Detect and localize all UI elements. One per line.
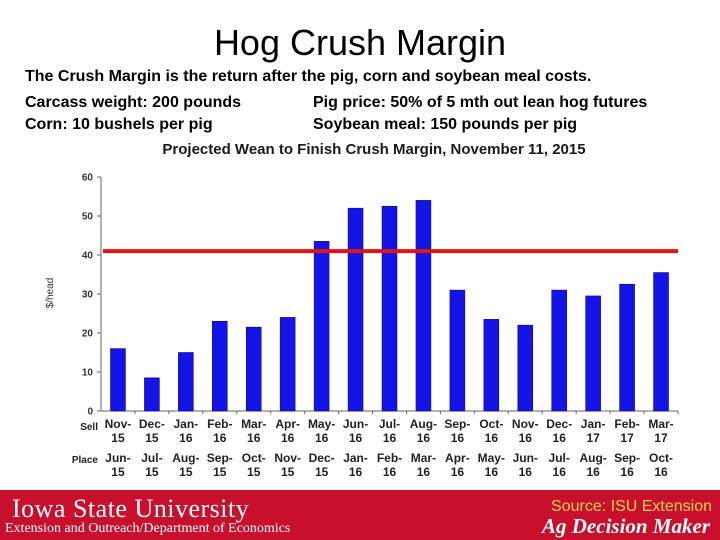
bar [619,283,635,412]
footer-subtitle: Extension and Outreach/Department of Eco… [5,521,291,536]
place-label: Nov-15 [274,451,301,479]
sell-label: Apr-16 [275,417,300,445]
sell-label: Dec-15 [139,417,165,445]
sell-label: Nov-16 [512,417,539,445]
place-label: May-16 [478,451,505,479]
bar [110,348,126,412]
place-label: Aug-16 [579,451,606,479]
carcass-weight-text: Carcass weight: 200 pounds [25,94,242,111]
bar [144,377,160,412]
soybean-meal-text: Soybean meal: 150 pounds per pig [313,116,578,133]
bar [178,352,194,412]
sell-label: May-16 [308,417,335,445]
sell-label: Aug-16 [410,417,437,445]
bar [585,295,601,412]
place-label: Jul-16 [549,451,570,479]
bar [212,320,228,412]
place-row-label: Place [72,455,99,466]
y-axis-label: $/head [45,278,56,309]
sell-label: Jan-17 [581,417,606,445]
sell-label: Dec-16 [546,417,572,445]
sell-label: Feb-16 [207,417,232,445]
place-label: Oct-16 [649,451,673,479]
place-label: Oct-15 [242,451,266,479]
y-tick-label: 50 [82,212,94,223]
bar [245,326,262,412]
place-label: Feb-16 [377,451,402,479]
place-label: Mar-16 [411,451,436,479]
place-label: Jun-16 [513,451,538,479]
bar [313,241,330,412]
sell-label: Mar-17 [648,417,673,445]
y-tick-label: 30 [82,290,94,301]
sell-label: Sep-16 [444,417,470,445]
isu-logo: Iowa State University [12,494,250,523]
crush-margin-chart: Projected Wean to Finish Crush Margin, N… [45,141,679,479]
chart-title: Projected Wean to Finish Crush Margin, N… [162,141,585,158]
pig-price-text: Pig price: 50% of 5 mth out lean hog fut… [313,94,648,111]
sell-label: Jan-16 [174,417,199,445]
bar [517,324,534,412]
sell-label: Mar-16 [241,417,266,445]
y-tick-label: 60 [82,173,94,184]
sell-label: Jul-16 [379,417,400,445]
bar [483,319,500,412]
place-label: Aug-15 [172,451,199,479]
place-label: Jun-15 [105,451,130,479]
footer-bar [0,490,720,540]
sell-label: Jun-16 [343,417,368,445]
sell-label: Nov-15 [105,417,132,445]
y-tick-label: 0 [87,407,93,418]
bar [551,289,567,412]
sell-row-label: Sell [80,422,98,433]
bar [279,317,296,412]
ag-decision-maker-logo: Ag Decision Maker [542,514,710,538]
bar [381,205,398,412]
bar [415,200,432,412]
place-label: Apr-16 [445,451,470,479]
corn-text: Corn: 10 bushels per pig [25,116,213,133]
slide-title: Hog Crush Margin [213,22,507,63]
y-tick-label: 20 [82,329,94,340]
place-label: Dec-15 [309,451,335,479]
sell-label: Oct-16 [479,417,503,445]
place-label: Jan-16 [343,451,368,479]
place-label: Sep-16 [614,451,640,479]
y-tick-label: 40 [82,251,94,262]
bar [347,207,364,412]
source-text: Source: ISU Extension [551,498,712,515]
y-tick-label: 10 [82,368,94,379]
place-label: Jul-15 [141,451,162,479]
bar [449,289,466,412]
sell-label: Feb-17 [614,417,639,445]
description-line: The Crush Margin is the return after the… [25,68,592,85]
place-label: Sep-15 [207,451,233,479]
bar [653,272,669,412]
